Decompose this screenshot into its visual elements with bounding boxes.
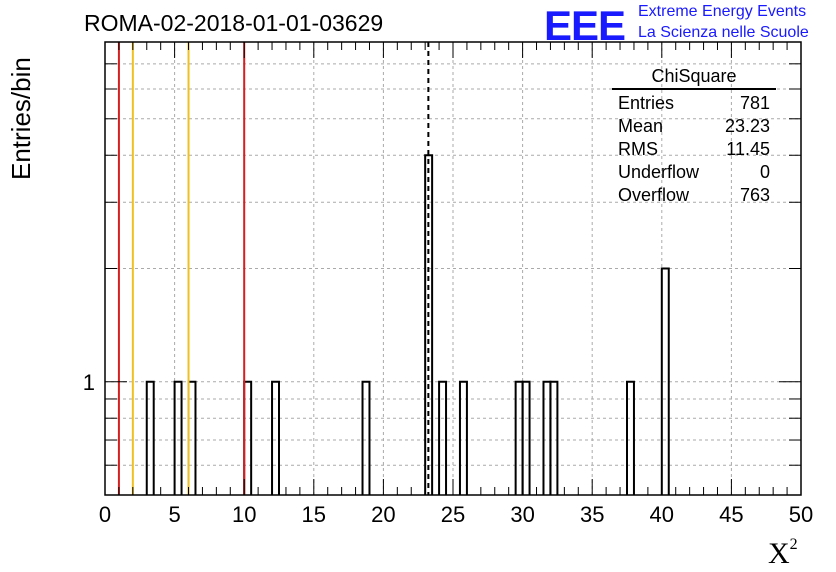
x-tick-label: 45: [719, 502, 743, 527]
x-tick-label: 5: [168, 502, 180, 527]
x-tick-label: 10: [232, 502, 256, 527]
x-axis-label: X2: [768, 536, 798, 571]
histogram-bar: [660, 267, 670, 495]
x-tick-label: 15: [302, 502, 326, 527]
stat-label: RMS: [618, 139, 658, 159]
histogram-bar: [361, 380, 371, 495]
stat-row-overflow: Overflow 763: [612, 184, 776, 207]
stats-title: ChiSquare: [612, 66, 776, 90]
chart-title: ROMA-02-2018-01-01-03629: [84, 10, 384, 36]
stats-box: ChiSquare Entries 781 Mean 23.23 RMS 11.…: [612, 66, 776, 207]
stat-value: 23.23: [724, 116, 770, 136]
axes: [104, 41, 802, 496]
histogram-bar: [438, 380, 448, 495]
stat-value: 0: [759, 162, 770, 182]
eee-logo: EEE: [544, 2, 626, 49]
stat-row-mean: Mean 23.23: [612, 115, 776, 138]
histogram-bar: [271, 380, 280, 495]
histogram-bar: [145, 380, 155, 495]
histogram-bar: [626, 380, 635, 495]
histogram-bar: [424, 154, 434, 495]
x-tick-label: 50: [789, 502, 813, 527]
tick-labels: 0 5 10 15 20 25 30 35 40 45 50 1: [83, 370, 813, 527]
y-tick-label: 1: [83, 370, 95, 395]
stat-value: 763: [739, 185, 770, 205]
x-axis-label-symbol: X: [768, 537, 790, 570]
logo-line-2: La Scienza nelle Scuole: [638, 24, 809, 41]
histogram-bar: [549, 380, 559, 495]
x-tick-label: 30: [510, 502, 534, 527]
stat-label: Underflow: [618, 162, 700, 182]
x-tick-label: 35: [580, 502, 604, 527]
reference-lines: [117, 42, 430, 495]
stat-value: 11.45: [726, 139, 770, 159]
histogram-bars: [145, 154, 670, 495]
x-tick-label: 40: [650, 502, 674, 527]
histogram-bar: [173, 380, 183, 495]
stat-value: 781: [739, 93, 770, 113]
stat-row-rms: RMS 11.45: [612, 138, 776, 161]
logo-line-1: Extreme Energy Events: [638, 3, 807, 20]
grid: [105, 42, 801, 495]
stat-row-entries: Entries 781: [612, 92, 776, 115]
stat-row-underflow: Underflow 0: [612, 161, 776, 184]
stat-label: Overflow: [618, 185, 690, 205]
histogram-bar: [458, 380, 468, 495]
x-axis-label-exponent: 2: [789, 536, 798, 553]
y-axis-label: Entries/bin: [6, 57, 36, 180]
histogram-bar: [521, 380, 531, 495]
x-tick-label: 0: [99, 502, 111, 527]
stat-label: Entries: [618, 93, 675, 113]
x-tick-label: 20: [371, 502, 395, 527]
x-tick-label: 25: [441, 502, 465, 527]
stat-label: Mean: [618, 116, 664, 136]
